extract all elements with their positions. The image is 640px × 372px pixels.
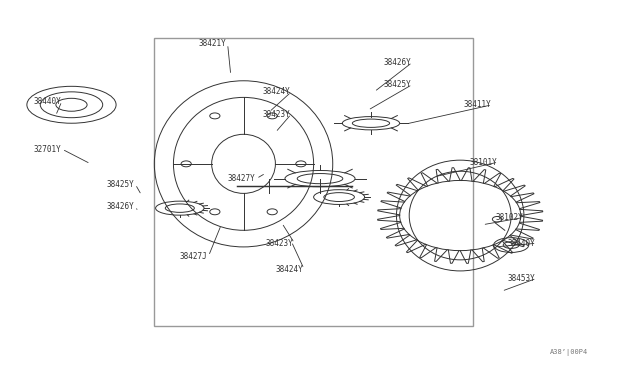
Text: 38453Y: 38453Y: [508, 274, 536, 283]
Text: 38440Y: 38440Y: [508, 239, 536, 248]
Text: 38440Y: 38440Y: [33, 97, 61, 106]
Text: 38425Y: 38425Y: [106, 180, 134, 189]
Text: A38’|00P4: A38’|00P4: [549, 349, 588, 356]
Text: 38424Y: 38424Y: [275, 264, 303, 273]
Text: 38424Y: 38424Y: [262, 87, 291, 96]
Text: 39423Y: 39423Y: [262, 109, 291, 119]
Text: 38427J: 38427J: [180, 251, 207, 261]
Text: 38421Y: 38421Y: [199, 39, 227, 48]
Text: 38426Y: 38426Y: [384, 58, 412, 67]
Text: 38425Y: 38425Y: [384, 80, 412, 89]
Text: 38423Y: 38423Y: [266, 239, 294, 248]
Text: 38426Y: 38426Y: [106, 202, 134, 211]
Text: 32701Y: 32701Y: [33, 145, 61, 154]
Text: 38101Y: 38101Y: [470, 157, 497, 167]
Text: 38427Y: 38427Y: [228, 174, 255, 183]
Text: 38411Y: 38411Y: [463, 100, 491, 109]
Text: 38102Y: 38102Y: [495, 213, 523, 222]
